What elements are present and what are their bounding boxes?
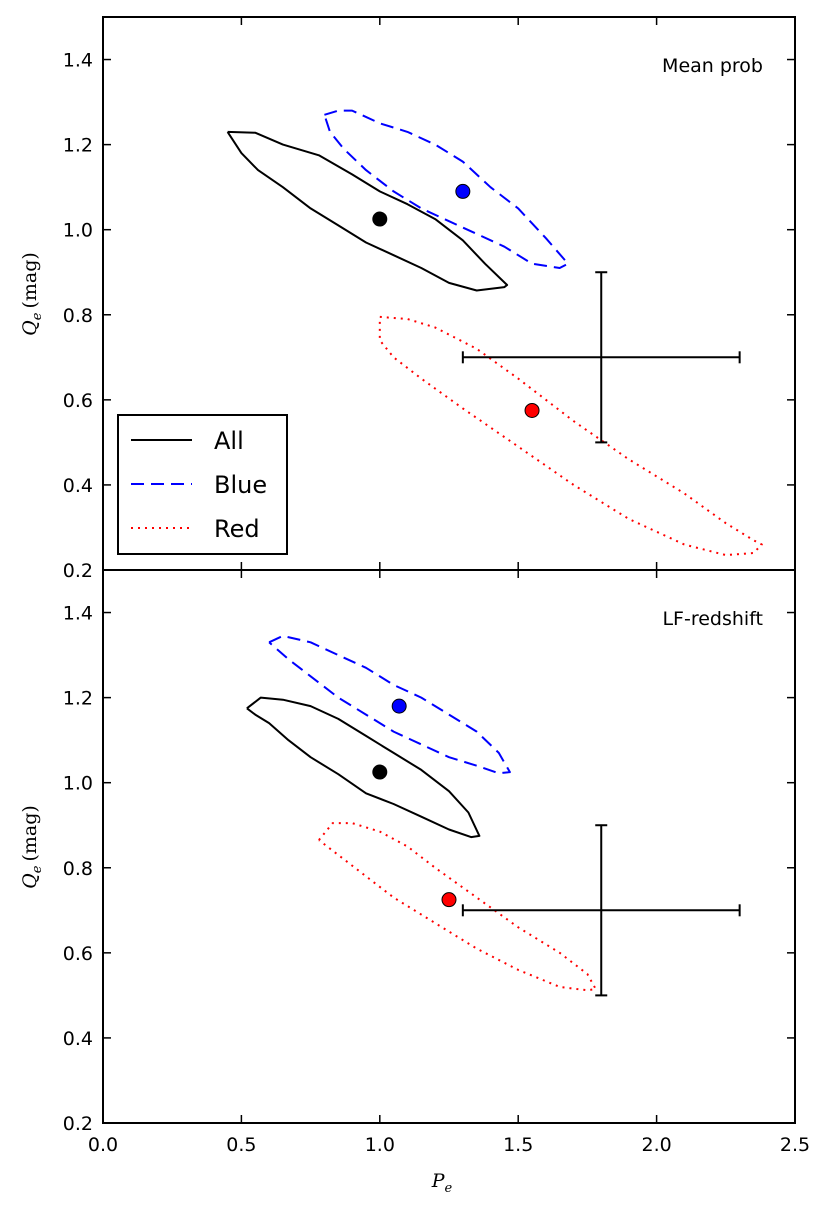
y-tick-label: 1.4 bbox=[63, 50, 93, 72]
panel-frame bbox=[102, 569, 796, 1124]
error-bar bbox=[461, 271, 741, 444]
contour-red bbox=[318, 822, 597, 992]
x-tick-label: 0.0 bbox=[88, 1134, 118, 1156]
y-axis-label-main: Q bbox=[19, 320, 41, 336]
x-axis-label-main: P bbox=[431, 1170, 446, 1192]
point-red bbox=[441, 892, 457, 908]
y-axis-label-sub: e bbox=[30, 865, 45, 873]
y-axis-label-unit: (mag) bbox=[19, 252, 41, 308]
x-tick-label: 1.0 bbox=[365, 1134, 395, 1156]
y-axis-label: Qe (mag) bbox=[19, 252, 45, 336]
y-tick-label: 1.0 bbox=[63, 220, 93, 242]
point-blue bbox=[455, 183, 471, 199]
x-tick-label: 2.5 bbox=[780, 1134, 810, 1156]
tick-group: 0.2 0.4 0.6 0.8 1.0 1.2 1.4 0.0 0.5 1.0 1.5 2.0 2.5 bbox=[63, 570, 810, 1156]
y-tick-label: 0.6 bbox=[63, 390, 93, 412]
error-bar bbox=[461, 824, 741, 997]
x-tick-label: 0.5 bbox=[226, 1134, 256, 1156]
y-tick-label: 0.2 bbox=[63, 560, 93, 582]
point-red bbox=[524, 402, 540, 418]
y-axis-label: Qe (mag) bbox=[19, 805, 45, 889]
y-tick-label: 1.4 bbox=[63, 603, 93, 625]
y-tick-label: 0.4 bbox=[63, 1028, 93, 1050]
contour-blue bbox=[323, 109, 569, 269]
svg-text:Qe(mag): Qe (mag) bbox=[19, 805, 45, 889]
contour-group bbox=[226, 109, 763, 557]
legend-box bbox=[117, 414, 288, 555]
y-tick-label: 0.4 bbox=[63, 475, 93, 497]
point-group bbox=[372, 183, 540, 418]
contour-blue bbox=[268, 634, 511, 775]
y-tick-label: 0.8 bbox=[63, 858, 93, 880]
panel-lf-redshift: 0.20.40.60.81.01.21.40.0 0.5 1.0 1.5 2.0 2.5 … bbox=[19, 569, 810, 1196]
legend: All Blue Red bbox=[117, 414, 288, 555]
svg-text:Qe(mag): Qe (mag) bbox=[19, 252, 45, 336]
y-axis-label-sub: e bbox=[30, 312, 45, 320]
panel-title: LF-redshift bbox=[662, 608, 763, 630]
point-all bbox=[372, 211, 388, 227]
y-axis-label-main: Q bbox=[19, 873, 41, 889]
panel-mean-prob: 0.20.40.60.81.01.21.4 Mean prob Qe(mag) … bbox=[19, 16, 796, 582]
y-tick-label: 0.8 bbox=[63, 305, 93, 327]
legend-label-red: Red bbox=[214, 515, 260, 543]
tick-group: 0.2 0.4 0.6 0.8 1.0 1.2 1.4 bbox=[63, 17, 796, 582]
y-tick-label: 1.2 bbox=[63, 688, 93, 710]
y-axis-label-unit: (mag) bbox=[19, 805, 41, 861]
legend-entry-red: Red bbox=[131, 515, 260, 543]
y-tick-label: 0.2 bbox=[63, 1113, 93, 1135]
point-blue bbox=[391, 698, 407, 714]
contour-group bbox=[246, 634, 597, 992]
contour-all bbox=[246, 696, 481, 839]
y-tick-label: 1.2 bbox=[63, 135, 93, 157]
x-axis-label-sub: e bbox=[445, 1181, 453, 1196]
legend-label-blue: Blue bbox=[214, 471, 267, 499]
panel-title: Mean prob bbox=[662, 55, 763, 77]
point-group bbox=[372, 698, 457, 908]
y-tick-label: 0.6 bbox=[63, 943, 93, 965]
point-all bbox=[372, 764, 388, 780]
y-tick-label: 1.0 bbox=[63, 773, 93, 795]
contour-red bbox=[378, 315, 763, 557]
contour-all bbox=[226, 130, 509, 292]
x-axis-label: Pe bbox=[431, 1170, 453, 1196]
x-tick-label: 1.5 bbox=[503, 1134, 533, 1156]
x-tick-label: 2.0 bbox=[641, 1134, 671, 1156]
legend-entry-blue: Blue bbox=[131, 471, 267, 499]
legend-label-all: All bbox=[214, 427, 244, 455]
legend-entry-all: All bbox=[131, 427, 244, 455]
